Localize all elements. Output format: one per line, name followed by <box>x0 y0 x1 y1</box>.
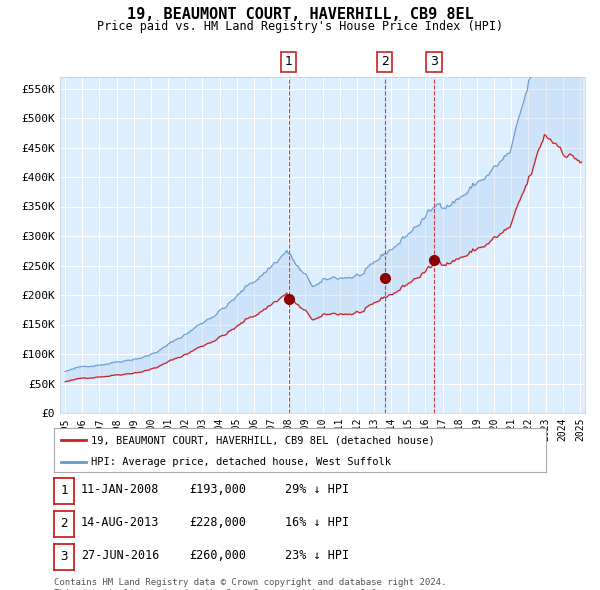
Text: Contains HM Land Registry data © Crown copyright and database right 2024.
This d: Contains HM Land Registry data © Crown c… <box>54 578 446 590</box>
Text: 19, BEAUMONT COURT, HAVERHILL, CB9 8EL (detached house): 19, BEAUMONT COURT, HAVERHILL, CB9 8EL (… <box>91 435 434 445</box>
Text: 3: 3 <box>60 550 68 563</box>
Text: 23% ↓ HPI: 23% ↓ HPI <box>285 549 349 562</box>
Text: 11-JAN-2008: 11-JAN-2008 <box>81 483 160 496</box>
Text: 16% ↓ HPI: 16% ↓ HPI <box>285 516 349 529</box>
Text: £228,000: £228,000 <box>189 516 246 529</box>
Text: 14-AUG-2013: 14-AUG-2013 <box>81 516 160 529</box>
Text: 19, BEAUMONT COURT, HAVERHILL, CB9 8EL: 19, BEAUMONT COURT, HAVERHILL, CB9 8EL <box>127 7 473 22</box>
Text: 2: 2 <box>60 517 68 530</box>
Text: Price paid vs. HM Land Registry's House Price Index (HPI): Price paid vs. HM Land Registry's House … <box>97 20 503 33</box>
Text: £193,000: £193,000 <box>189 483 246 496</box>
Text: HPI: Average price, detached house, West Suffolk: HPI: Average price, detached house, West… <box>91 457 391 467</box>
Text: 29% ↓ HPI: 29% ↓ HPI <box>285 483 349 496</box>
Text: 1: 1 <box>60 484 68 497</box>
Text: £260,000: £260,000 <box>189 549 246 562</box>
Text: 27-JUN-2016: 27-JUN-2016 <box>81 549 160 562</box>
Text: 1: 1 <box>285 55 293 68</box>
Text: 3: 3 <box>430 55 438 68</box>
Text: 2: 2 <box>380 55 389 68</box>
